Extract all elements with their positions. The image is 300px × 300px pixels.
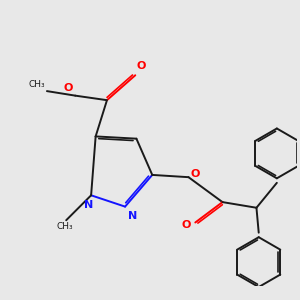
Text: O: O <box>64 83 73 93</box>
Text: CH₃: CH₃ <box>57 223 74 232</box>
Text: O: O <box>191 169 200 179</box>
Text: O: O <box>182 220 191 230</box>
Text: CH₃: CH₃ <box>28 80 45 89</box>
Text: N: N <box>128 211 138 221</box>
Text: O: O <box>136 61 146 71</box>
Text: N: N <box>84 200 94 210</box>
